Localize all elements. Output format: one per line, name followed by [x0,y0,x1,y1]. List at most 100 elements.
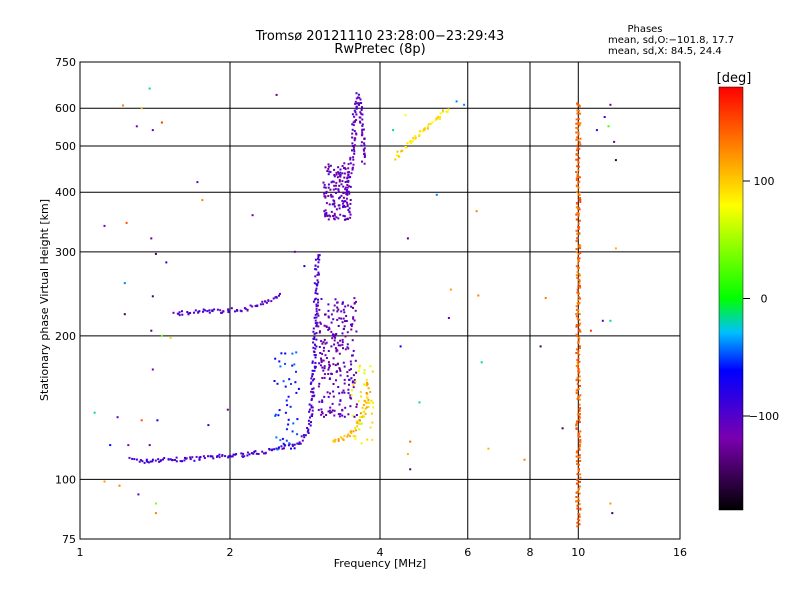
echo-point [577,363,580,366]
echo-point [241,455,244,458]
echo-point [344,168,347,170]
echo-point [133,458,136,461]
echo-point [359,116,362,119]
echo-point [279,365,282,368]
echo-point [344,406,347,409]
echo-point [154,512,157,515]
echo-point [576,479,579,481]
echo-point [195,455,198,458]
echo-point [575,333,578,336]
echo-point [329,171,332,174]
echo-point [446,110,449,113]
echo-point [578,274,581,277]
echo-point [321,352,324,355]
echo-point [354,435,357,438]
echo-point [575,229,578,232]
echo-point [577,139,580,142]
echo-point [279,292,281,295]
echo-point [160,334,163,337]
echo-point [463,103,466,106]
echo-point [577,266,580,269]
echo-point [344,205,347,208]
echo-point [324,342,327,345]
echo-point [364,413,367,415]
echo-point [123,313,126,316]
echo-point [477,294,480,297]
echo-point [355,105,358,108]
echo-point [575,177,578,180]
echo-point [339,374,342,377]
echo-point [221,311,223,314]
echo-point [578,379,581,382]
echo-point [348,185,351,188]
echo-point [575,126,578,129]
echo-point [316,283,319,286]
echo-point [236,309,239,312]
echo-point [349,162,352,165]
echo-point [296,418,299,421]
echo-point [344,181,347,183]
echo-point [343,167,345,170]
echo-point [343,325,346,328]
echo-point [577,455,580,458]
echo-point [184,457,187,460]
echo-point [312,387,315,390]
echo-point [339,196,341,199]
echo-point [347,180,350,183]
echo-point [353,302,356,305]
echo-point [351,339,354,342]
echo-point [352,435,355,438]
echo-point [577,123,580,126]
echo-point [341,408,344,411]
echo-point [315,325,318,328]
echo-point [487,447,490,450]
echo-point [337,413,340,416]
echo-point [208,309,211,312]
echo-point [353,379,356,381]
echo-point [323,192,326,195]
x-tick-label: 4 [377,546,384,559]
echo-point [342,205,345,208]
echo-point [578,513,581,516]
echo-point [327,309,330,312]
echo-point [330,193,332,196]
echo-point [354,380,357,383]
echo-point [339,369,342,372]
echo-point [327,373,330,375]
echo-point [337,166,340,169]
echo-point [436,117,439,120]
echo-point [579,507,582,510]
echo-point [579,112,582,115]
echo-point [579,286,582,289]
echo-point [351,381,354,384]
echo-point [577,432,580,435]
echo-point [360,144,363,147]
echo-point [323,395,326,398]
echo-point [336,301,339,304]
echo-point [323,373,326,376]
echo-point [319,322,322,325]
echo-point [359,419,361,422]
echo-point [575,496,578,498]
echo-point [181,460,184,463]
echo-point [343,218,346,221]
echo-point [244,307,247,310]
echo-point [276,382,279,385]
echo-point [331,402,334,405]
echo-point [576,334,579,337]
echo-point [259,303,262,306]
echo-point [335,350,338,353]
echo-point [578,398,581,401]
echo-point [576,352,579,355]
echo-point [370,412,373,415]
echo-point [348,192,351,195]
echo-point [578,180,581,183]
echo-point [339,168,342,171]
echo-point [576,173,579,176]
echo-point [576,504,579,507]
echo-point [335,171,338,174]
echo-point [578,519,581,522]
echo-point [363,415,366,418]
echo-point [578,515,581,518]
echo-point [409,440,412,443]
